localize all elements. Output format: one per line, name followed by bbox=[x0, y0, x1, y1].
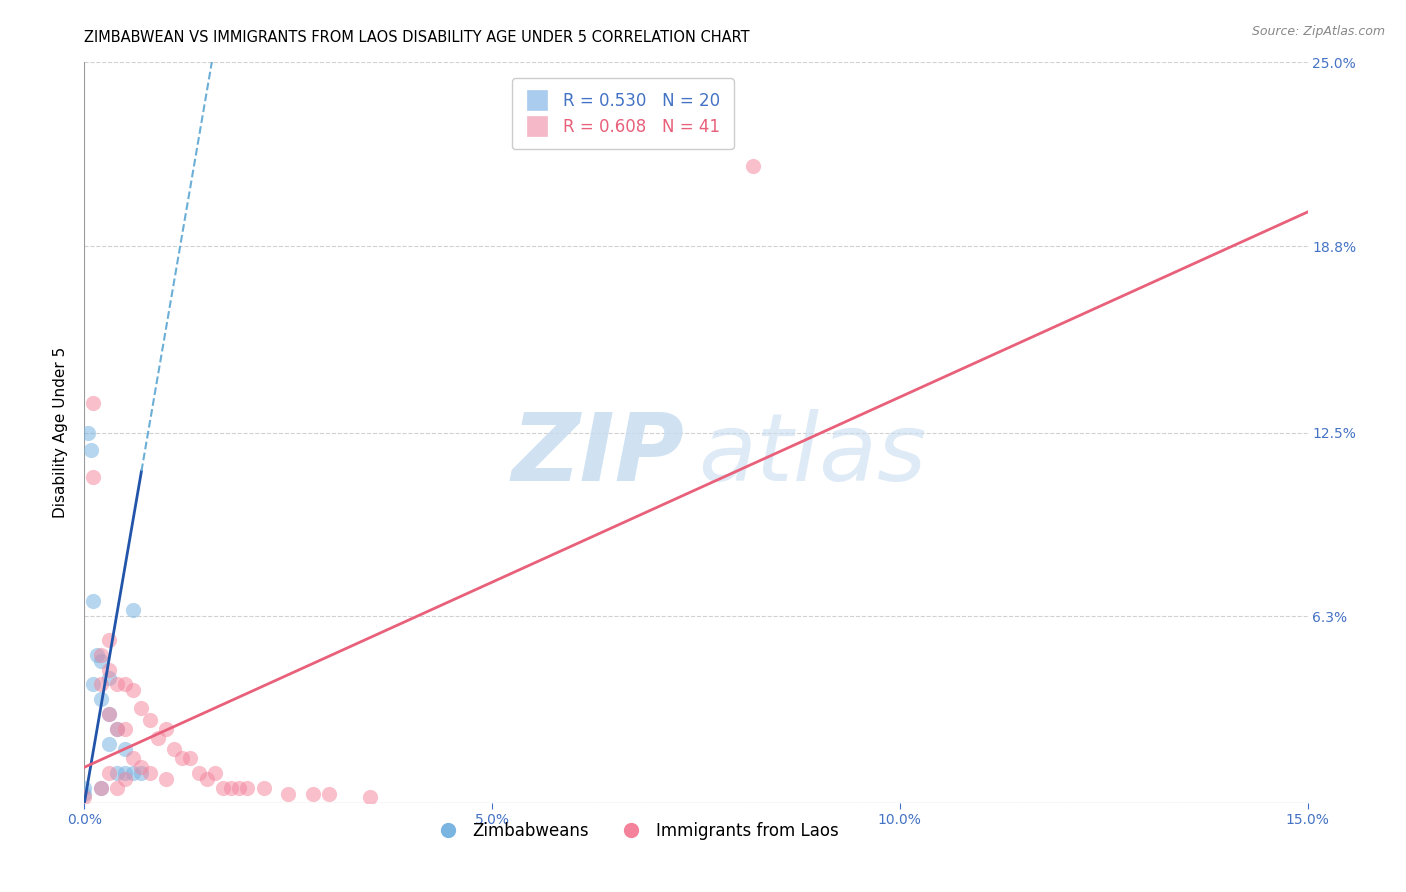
Point bbox=[122, 603, 145, 617]
Point bbox=[97, 766, 120, 780]
Point bbox=[90, 780, 112, 795]
Point bbox=[277, 787, 299, 801]
Point bbox=[253, 780, 276, 795]
Point bbox=[163, 742, 186, 756]
Point bbox=[131, 760, 153, 774]
Point bbox=[155, 772, 177, 786]
Legend: Zimbabweans, Immigrants from Laos: Zimbabweans, Immigrants from Laos bbox=[425, 815, 845, 847]
Point bbox=[73, 787, 96, 801]
Point bbox=[228, 780, 250, 795]
Point bbox=[195, 772, 218, 786]
Point bbox=[187, 766, 209, 780]
Point bbox=[90, 648, 112, 662]
Point bbox=[86, 648, 108, 662]
Point bbox=[73, 780, 96, 795]
Point bbox=[82, 396, 104, 410]
Text: ZIP: ZIP bbox=[512, 409, 685, 500]
Point bbox=[219, 780, 242, 795]
Point bbox=[131, 766, 153, 780]
Point bbox=[179, 751, 201, 765]
Point bbox=[97, 706, 120, 721]
Point bbox=[90, 780, 112, 795]
Point bbox=[105, 780, 128, 795]
Point bbox=[204, 766, 226, 780]
Point bbox=[138, 713, 160, 727]
Point bbox=[172, 751, 194, 765]
Point bbox=[97, 737, 120, 751]
Point bbox=[105, 722, 128, 736]
Point bbox=[114, 677, 136, 691]
Point bbox=[114, 772, 136, 786]
Point bbox=[138, 766, 160, 780]
Point bbox=[105, 766, 128, 780]
Point bbox=[114, 722, 136, 736]
Point bbox=[105, 722, 128, 736]
Point bbox=[82, 594, 104, 608]
Point bbox=[73, 789, 96, 804]
Point bbox=[301, 787, 323, 801]
Point bbox=[97, 706, 120, 721]
Point bbox=[77, 425, 100, 440]
Point bbox=[212, 780, 235, 795]
Point bbox=[122, 751, 145, 765]
Point bbox=[80, 443, 103, 458]
Point bbox=[105, 677, 128, 691]
Point bbox=[82, 470, 104, 484]
Point bbox=[146, 731, 169, 745]
Text: atlas: atlas bbox=[697, 409, 927, 500]
Point bbox=[155, 722, 177, 736]
Point bbox=[131, 701, 153, 715]
Point bbox=[90, 692, 112, 706]
Point bbox=[90, 677, 112, 691]
Point bbox=[122, 766, 145, 780]
Point bbox=[122, 683, 145, 698]
Point bbox=[97, 672, 120, 686]
Point bbox=[236, 780, 259, 795]
Text: Source: ZipAtlas.com: Source: ZipAtlas.com bbox=[1251, 25, 1385, 38]
Point bbox=[97, 663, 120, 677]
Point bbox=[97, 632, 120, 647]
Point bbox=[742, 159, 765, 173]
Point bbox=[359, 789, 381, 804]
Y-axis label: Disability Age Under 5: Disability Age Under 5 bbox=[53, 347, 69, 518]
Point bbox=[82, 677, 104, 691]
Text: ZIMBABWEAN VS IMMIGRANTS FROM LAOS DISABILITY AGE UNDER 5 CORRELATION CHART: ZIMBABWEAN VS IMMIGRANTS FROM LAOS DISAB… bbox=[84, 29, 749, 45]
Point bbox=[114, 766, 136, 780]
Point bbox=[114, 742, 136, 756]
Point bbox=[90, 654, 112, 668]
Point bbox=[318, 787, 340, 801]
